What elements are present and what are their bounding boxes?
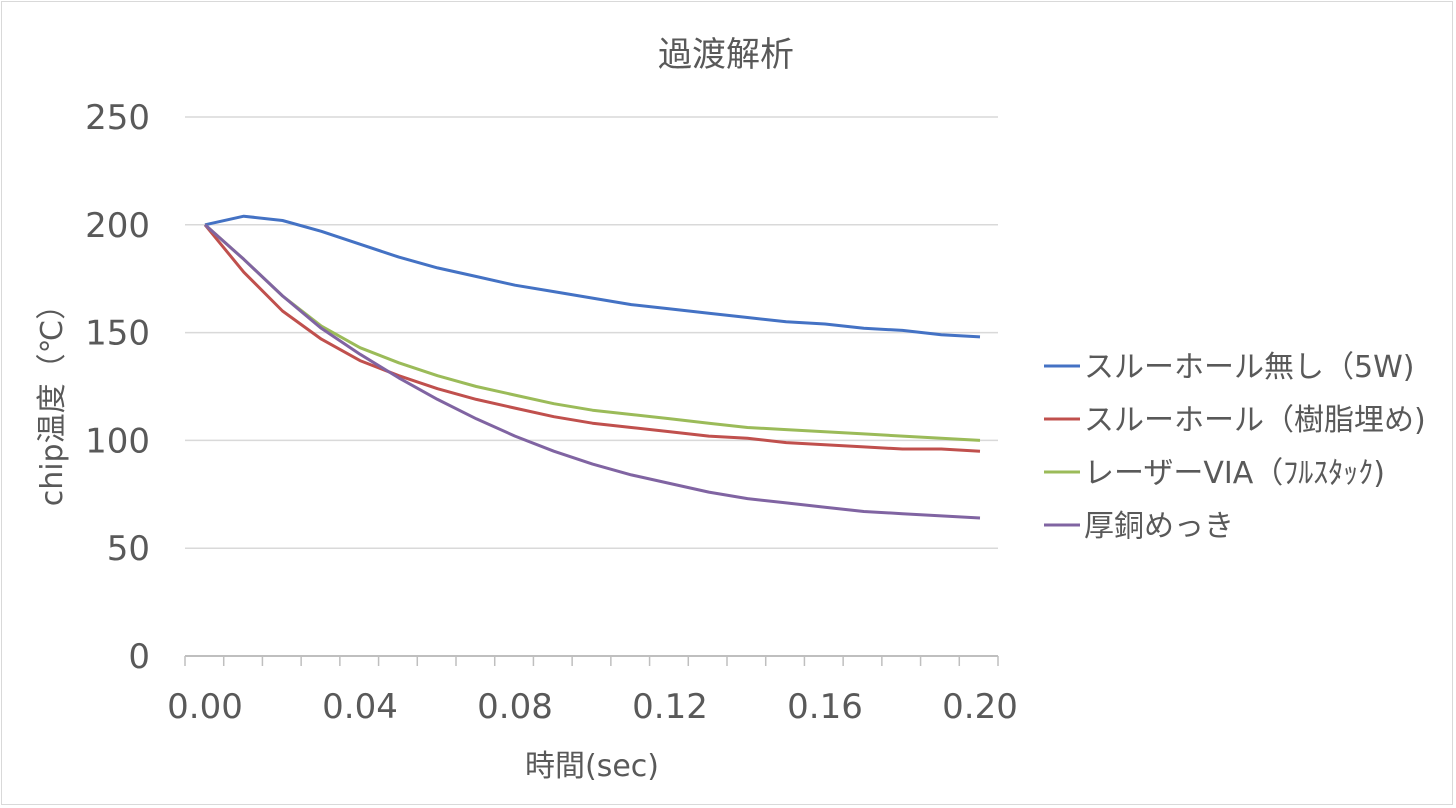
x-tick-label: 0.16 [787,687,863,727]
series-lines [203,214,981,520]
chart-title: 過渡解析 [658,35,794,75]
y-axis-label: chip温度（℃） [35,290,70,507]
x-tick-label: 0.12 [632,687,708,727]
x-tick-label: 0.08 [477,687,553,727]
y-tick-label: 200 [85,206,150,246]
y-tick-label: 50 [107,529,150,569]
axes [184,655,999,666]
x-tick-label: 0.20 [942,687,1018,727]
legend: スルーホール無し（5W) スルーホール（樹脂埋め) レーザーVIA（ﾌﾙｽﾀｯｸ) 厚… [1044,350,1426,544]
y-tick-label: 100 [85,421,150,461]
legend-label: スルーホール無し（5W) [1084,350,1414,385]
x-tick-label: 0.04 [322,687,398,727]
series-line-2 [203,223,981,453]
x-tick-labels: 0.00 0.04 0.08 0.12 0.16 0.20 [167,687,1018,727]
y-tick-labels: 0 50 100 150 200 250 [85,98,150,677]
legend-label: 厚銅めっき [1084,509,1234,544]
series-line-3 [204,223,981,442]
y-tick-label: 0 [128,637,150,677]
y-tick-label: 250 [85,98,150,138]
y-tick-label: 150 [85,314,150,354]
gridlines [185,116,998,549]
x-tick-label: 0.00 [167,687,243,727]
series-line-4 [204,223,981,520]
legend-label: レーザーVIA（ﾌﾙｽﾀｯｸ) [1084,456,1385,491]
x-axis-label: 時間(sec) [525,749,659,784]
series-line-1 [204,214,981,339]
legend-label: スルーホール（樹脂埋め) [1084,403,1426,438]
